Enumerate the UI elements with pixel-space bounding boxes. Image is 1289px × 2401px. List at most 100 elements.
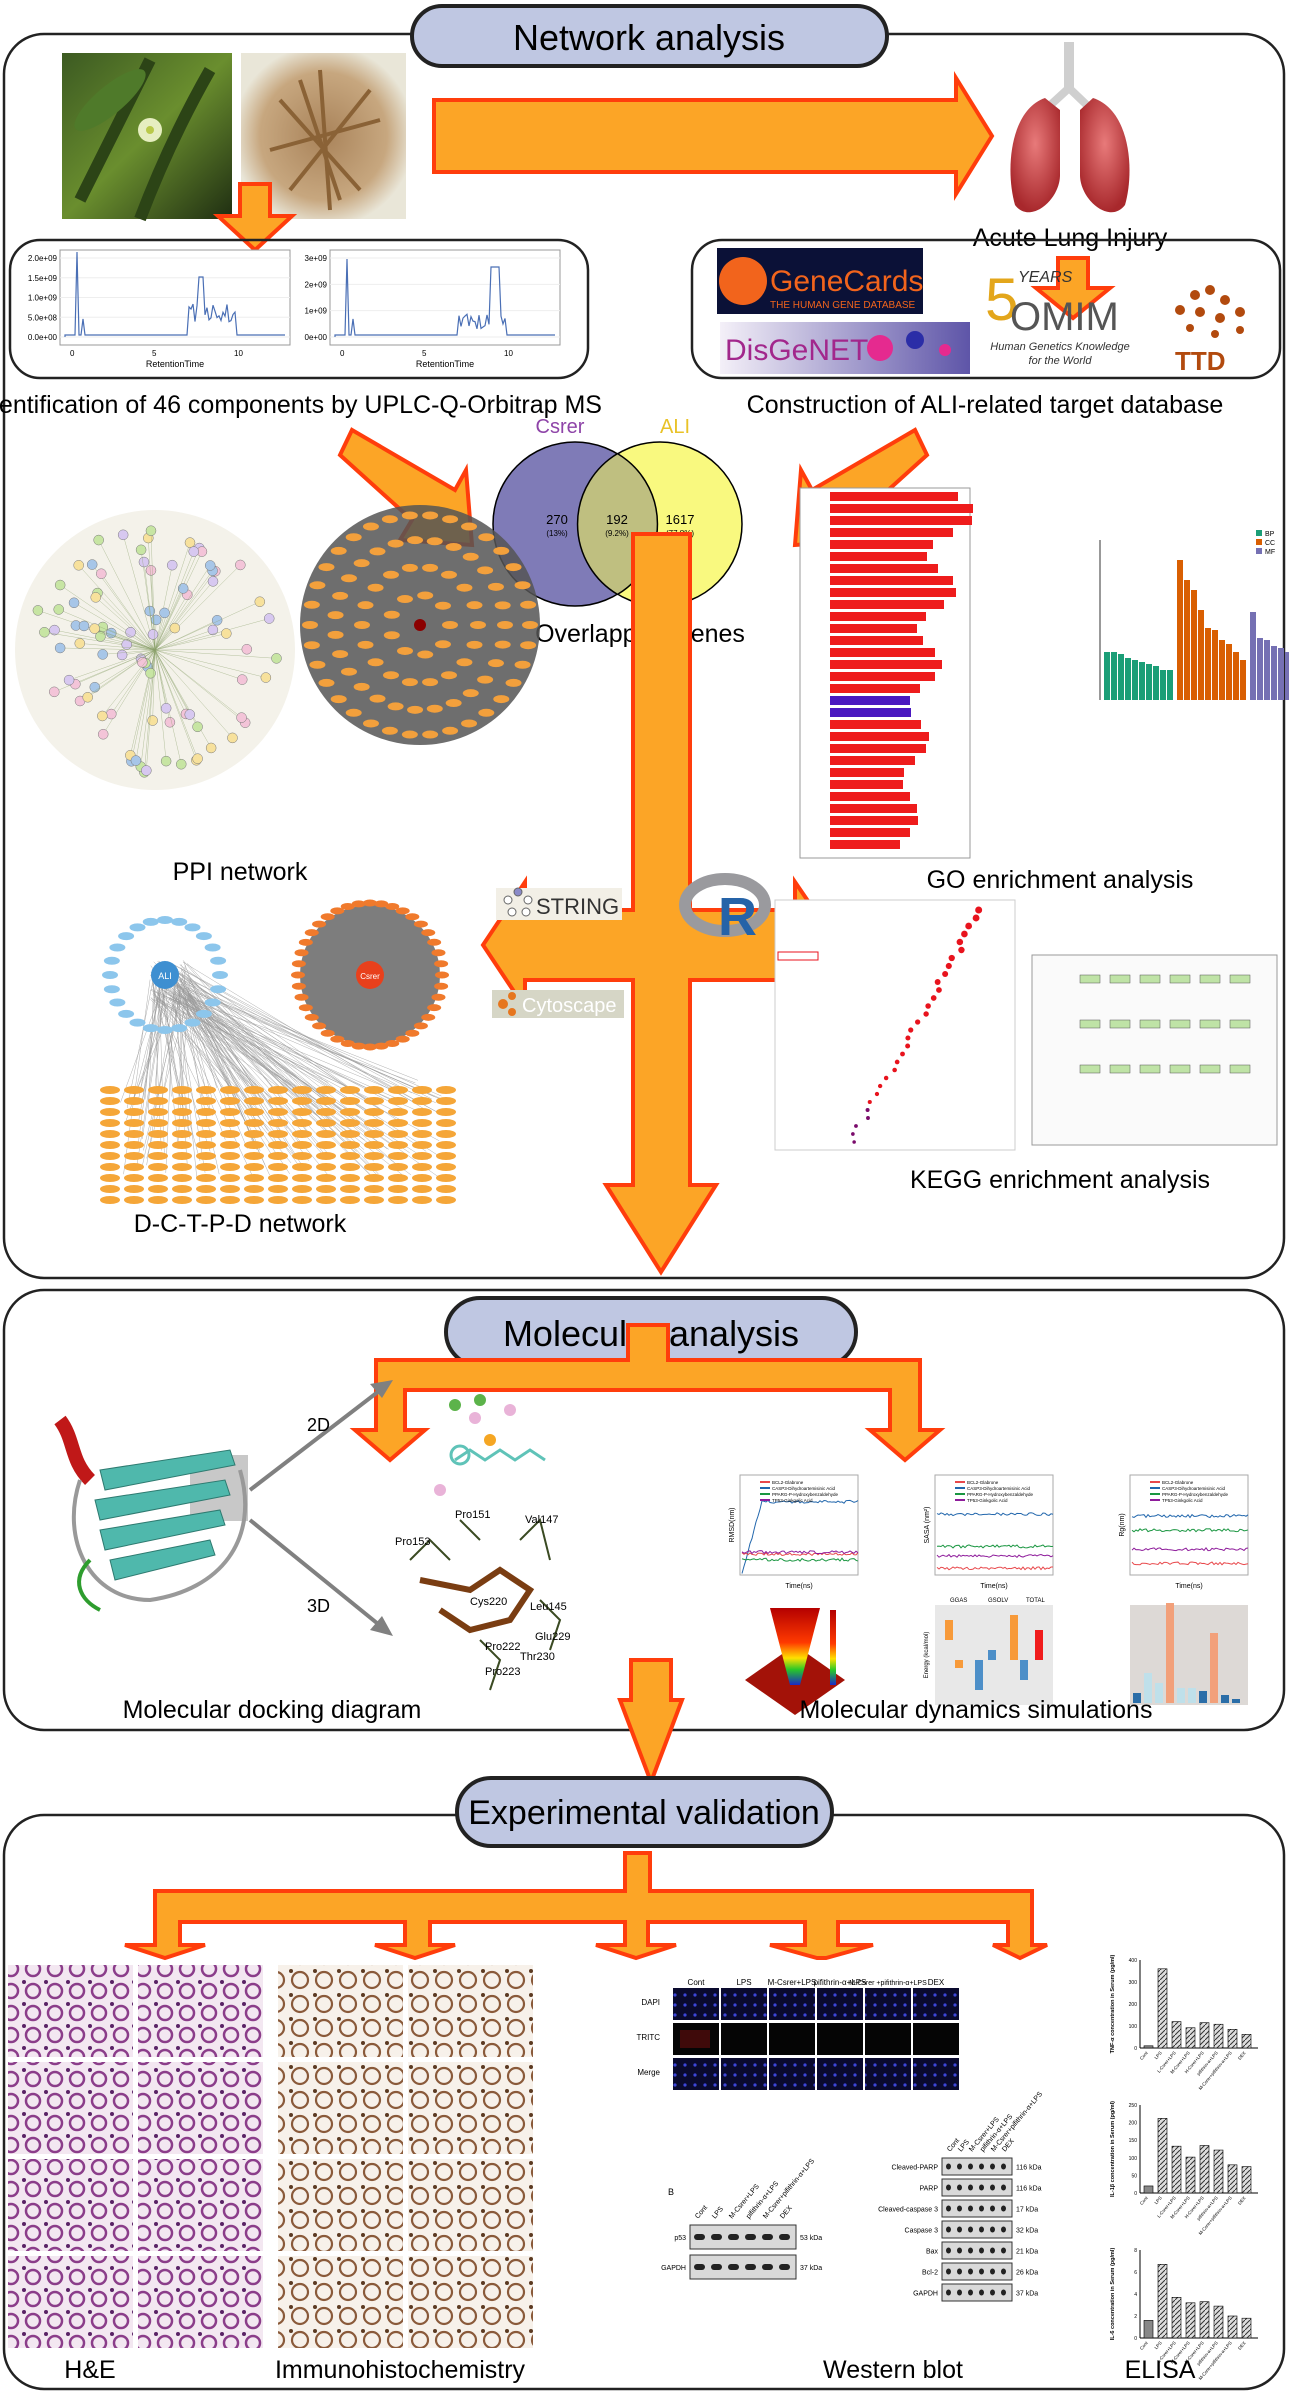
- dctpd-target-node: [436, 1152, 456, 1160]
- cytoscape-logo: Cytoscape: [492, 990, 624, 1018]
- blot-band-label: Bax: [926, 2249, 939, 2256]
- ppi-core-node: [407, 706, 423, 714]
- label-3d: 3D: [307, 1596, 330, 1616]
- go-bar: [830, 660, 942, 669]
- kegg-dot: [905, 1044, 910, 1049]
- ppi-node: [146, 668, 156, 678]
- string-logo: STRING: [496, 888, 622, 920]
- ppi-core-node: [422, 511, 438, 519]
- kegg-dot-plot: [775, 900, 1015, 1150]
- blot-band: [1001, 2164, 1006, 2170]
- ppi-node: [160, 608, 170, 618]
- elisa-bar: [1172, 2297, 1181, 2338]
- elisa-bar: [1158, 2264, 1167, 2338]
- dctpd-target-node: [124, 1174, 144, 1182]
- md-legend-label: PPARG-P-Hydroxybenzaldehyde: [1162, 1492, 1228, 1497]
- dctpd-disease-node: [102, 971, 118, 979]
- kegg-dot: [965, 923, 972, 930]
- go-category-bar: [1153, 666, 1159, 700]
- ppi-node: [185, 710, 195, 720]
- elisa-tick-label: 250: [1129, 2103, 1138, 2109]
- ppi-node: [98, 649, 108, 659]
- blot-lane-label: Cont: [694, 2204, 709, 2220]
- go-category-bar: [1233, 652, 1239, 700]
- ppi-core-node: [442, 727, 458, 735]
- ppi-core-node: [442, 515, 458, 523]
- dctpd-target-node: [244, 1196, 264, 1204]
- residue-energy-bar: [1155, 1683, 1163, 1703]
- blot-band-label: GAPDH: [661, 2265, 686, 2272]
- cytoscape-logo-text: Cytoscape: [522, 995, 617, 1017]
- go-category-bar: [1184, 580, 1190, 700]
- elisa-tick-label: 300: [1129, 1980, 1138, 1986]
- ppi-core-node: [495, 601, 511, 609]
- dctpd-disease-node: [205, 998, 221, 1006]
- blot-band: [728, 2234, 739, 2240]
- go-bar: [830, 756, 915, 765]
- dctpd-compound-node: [405, 1030, 419, 1037]
- venn-left-count: 270: [546, 512, 568, 527]
- blot-kda-label: 116 kDa: [1016, 2165, 1042, 2172]
- kegg-dot: [949, 955, 955, 961]
- if-row-label: DAPI: [641, 1998, 660, 2007]
- kegg-dot: [915, 1019, 920, 1024]
- y-tick-label: 1.0e+09: [28, 294, 58, 303]
- kegg-dot: [957, 939, 964, 946]
- ppi-node: [165, 717, 175, 727]
- md-x-label: Time(ns): [980, 1583, 1007, 1590]
- kegg-dot: [923, 1011, 928, 1016]
- if-image: [769, 2058, 815, 2090]
- ppi-core-node: [470, 621, 486, 629]
- blot-band: [957, 2206, 962, 2212]
- kegg-dot: [961, 931, 968, 938]
- dctpd-target-node: [340, 1119, 360, 1127]
- ppi-node: [189, 547, 199, 557]
- ppi-core-node: [331, 695, 347, 703]
- dctpd-target-node: [148, 1119, 168, 1127]
- elisa-bar: [1242, 2034, 1251, 2048]
- energy-group-label: GSOLV: [988, 1598, 1008, 1604]
- if-column-label: Cont: [688, 1978, 706, 1987]
- ppi-node: [55, 580, 65, 590]
- go-bar: [830, 672, 935, 681]
- ppi-node: [208, 625, 218, 635]
- dctpd-target-node: [196, 1152, 216, 1160]
- blot-band: [728, 2264, 739, 2270]
- dctpd-target-node: [244, 1185, 264, 1193]
- elisa-bar: [1172, 2022, 1181, 2048]
- residue-label: Pro153: [395, 1536, 430, 1548]
- kegg-dot: [895, 1060, 900, 1065]
- dctpd-target-node: [388, 1174, 408, 1182]
- dctpd-target-node: [172, 1152, 192, 1160]
- dctpd-target-node: [172, 1163, 192, 1171]
- dctpd-compound-node: [291, 972, 305, 979]
- residue-label: Glu229: [535, 1631, 570, 1643]
- dctpd-disease-node: [205, 943, 221, 951]
- blot-band: [979, 2227, 984, 2233]
- dctpd-target-node: [316, 1130, 336, 1138]
- blot-band: [745, 2234, 756, 2240]
- energy-bar: [955, 1660, 963, 1668]
- dctpd-disease-node: [212, 971, 228, 979]
- go-bar: [830, 528, 953, 537]
- dctpd-target-node: [388, 1108, 408, 1116]
- elisa-bar: [1144, 2320, 1153, 2338]
- dctpd-target-node: [316, 1097, 336, 1105]
- elisa-bar: [1158, 1969, 1167, 2048]
- ppi-core-node: [363, 719, 379, 727]
- dctpd-target-node: [412, 1152, 432, 1160]
- venn-overlap-pct: (9.2%): [605, 529, 629, 538]
- ppi-core-node: [346, 533, 362, 541]
- dctpd-disease-node: [104, 957, 120, 965]
- blot-kda-label: 37 kDa: [800, 2265, 822, 2272]
- dctpd-target-node: [388, 1086, 408, 1094]
- blot-band: [968, 2248, 973, 2254]
- blot-band: [990, 2269, 995, 2275]
- arrow-down-molecular: [620, 1660, 682, 1782]
- dctpd-target-node: [364, 1086, 384, 1094]
- omim-years: YEARS: [1018, 269, 1073, 286]
- kegg-dot: [900, 1052, 905, 1057]
- dctpd-target-node: [340, 1196, 360, 1204]
- ppi-core-node: [382, 727, 398, 735]
- residue-energy-bar: [1221, 1695, 1229, 1703]
